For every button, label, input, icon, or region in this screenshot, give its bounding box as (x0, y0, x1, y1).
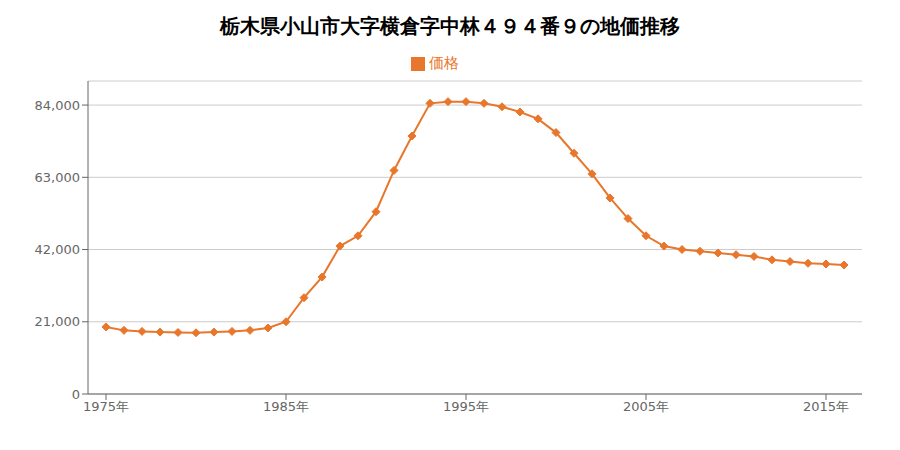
svg-text:63,000: 63,000 (35, 170, 81, 185)
svg-text:2005年: 2005年 (623, 399, 669, 414)
svg-text:84,000: 84,000 (35, 98, 81, 113)
html-text:価格: 価格 (429, 54, 459, 72)
svg-text:2015年: 2015年 (803, 399, 849, 414)
svg-text:21,000: 21,000 (35, 314, 81, 329)
svg-text:42,000: 42,000 (35, 242, 81, 257)
svg-text:0: 0 (72, 387, 80, 402)
html-text:栃木県小山市大字横倉字中林４９４番９の地価推移: 栃木県小山市大字横倉字中林４９４番９の地価推移 (220, 14, 680, 38)
svg-text:1975年: 1975年 (83, 399, 129, 414)
svg-text:1995年: 1995年 (443, 399, 489, 414)
svg-text:1985年: 1985年 (263, 399, 309, 414)
